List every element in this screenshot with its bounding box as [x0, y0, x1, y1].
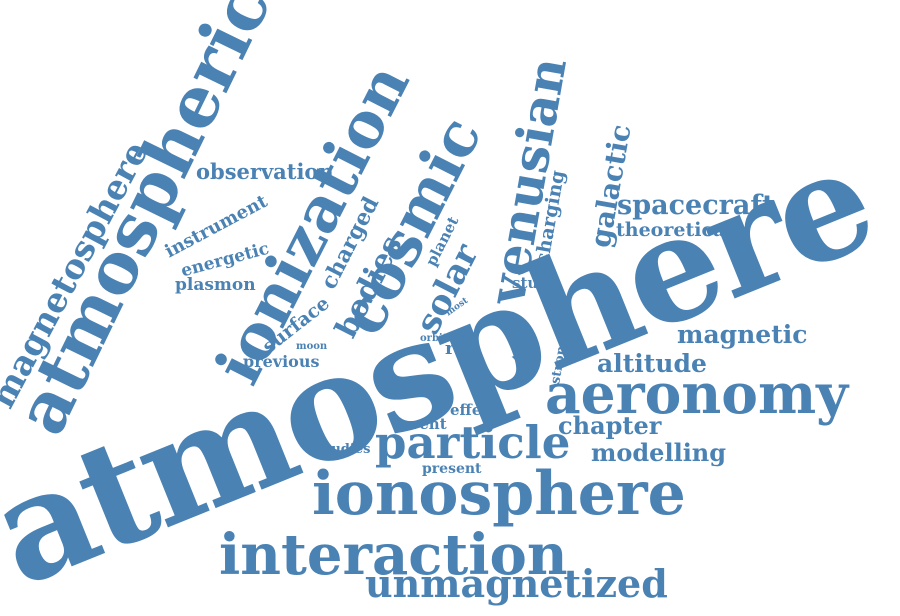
word-orbit: orbit: [420, 333, 448, 344]
word-field: field: [419, 380, 449, 394]
word-plasmon: plasmon: [175, 275, 256, 295]
word-ray: ray: [445, 338, 477, 359]
word-study: study: [512, 274, 558, 292]
word-studies: studies: [318, 442, 371, 457]
word-present: present: [422, 461, 482, 477]
word-moon: moon: [296, 341, 328, 352]
word-unmagnetized: unmagnetized: [365, 561, 668, 606]
word-aeronomy: aeronomy: [545, 361, 849, 426]
word-spacecraft: spacecraft: [617, 190, 775, 221]
word-interaction: interaction: [219, 522, 568, 588]
word-effect: effect: [450, 401, 498, 419]
word-event: event: [401, 415, 447, 433]
word-particle: particle: [375, 416, 571, 469]
word-ionosphere: ionosphere: [312, 459, 686, 529]
word-previous: previous: [243, 352, 320, 371]
word-altitude: altitude: [597, 349, 707, 378]
word-modelling: modelling: [591, 438, 727, 467]
word-chapter: chapter: [558, 411, 662, 440]
word-theoretical: theoretical: [616, 219, 733, 241]
word-observation: observation: [196, 159, 334, 184]
word-magnetic: magnetic: [677, 320, 808, 349]
